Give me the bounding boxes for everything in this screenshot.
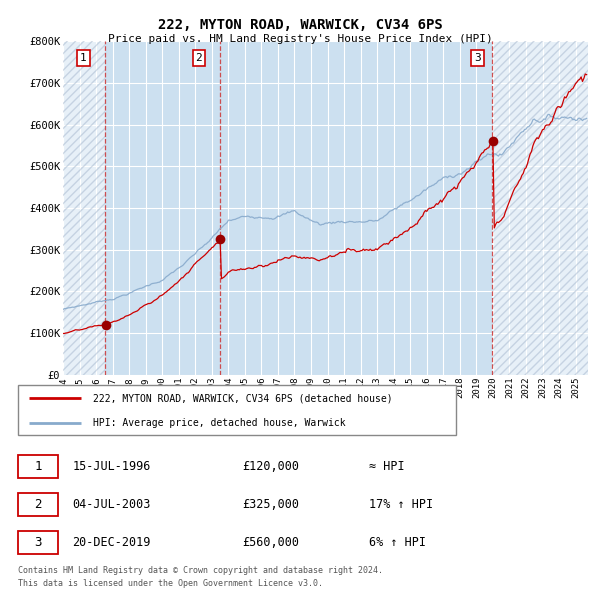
Text: £325,000: £325,000 [242,498,299,511]
Text: 1: 1 [80,53,87,63]
FancyBboxPatch shape [18,385,455,435]
Text: 222, MYTON ROAD, WARWICK, CV34 6PS: 222, MYTON ROAD, WARWICK, CV34 6PS [158,18,442,32]
Text: 15-JUL-1996: 15-JUL-1996 [73,460,151,473]
Text: 2: 2 [195,53,202,63]
Text: 3: 3 [34,536,41,549]
Text: 1: 1 [34,460,41,473]
Text: 17% ↑ HPI: 17% ↑ HPI [369,498,433,511]
FancyBboxPatch shape [18,455,58,478]
Text: Price paid vs. HM Land Registry's House Price Index (HPI): Price paid vs. HM Land Registry's House … [107,34,493,44]
FancyBboxPatch shape [18,493,58,516]
FancyBboxPatch shape [18,531,58,553]
Text: £560,000: £560,000 [242,536,299,549]
Text: 3: 3 [474,53,481,63]
Text: 222, MYTON ROAD, WARWICK, CV34 6PS (detached house): 222, MYTON ROAD, WARWICK, CV34 6PS (deta… [92,394,392,403]
Text: This data is licensed under the Open Government Licence v3.0.: This data is licensed under the Open Gov… [18,579,323,588]
Text: Contains HM Land Registry data © Crown copyright and database right 2024.: Contains HM Land Registry data © Crown c… [18,566,383,575]
Text: 04-JUL-2003: 04-JUL-2003 [73,498,151,511]
Text: 6% ↑ HPI: 6% ↑ HPI [369,536,426,549]
Text: HPI: Average price, detached house, Warwick: HPI: Average price, detached house, Warw… [92,418,345,428]
Text: 2: 2 [34,498,41,511]
Text: £120,000: £120,000 [242,460,299,473]
Text: ≈ HPI: ≈ HPI [369,460,405,473]
Text: 20-DEC-2019: 20-DEC-2019 [73,536,151,549]
